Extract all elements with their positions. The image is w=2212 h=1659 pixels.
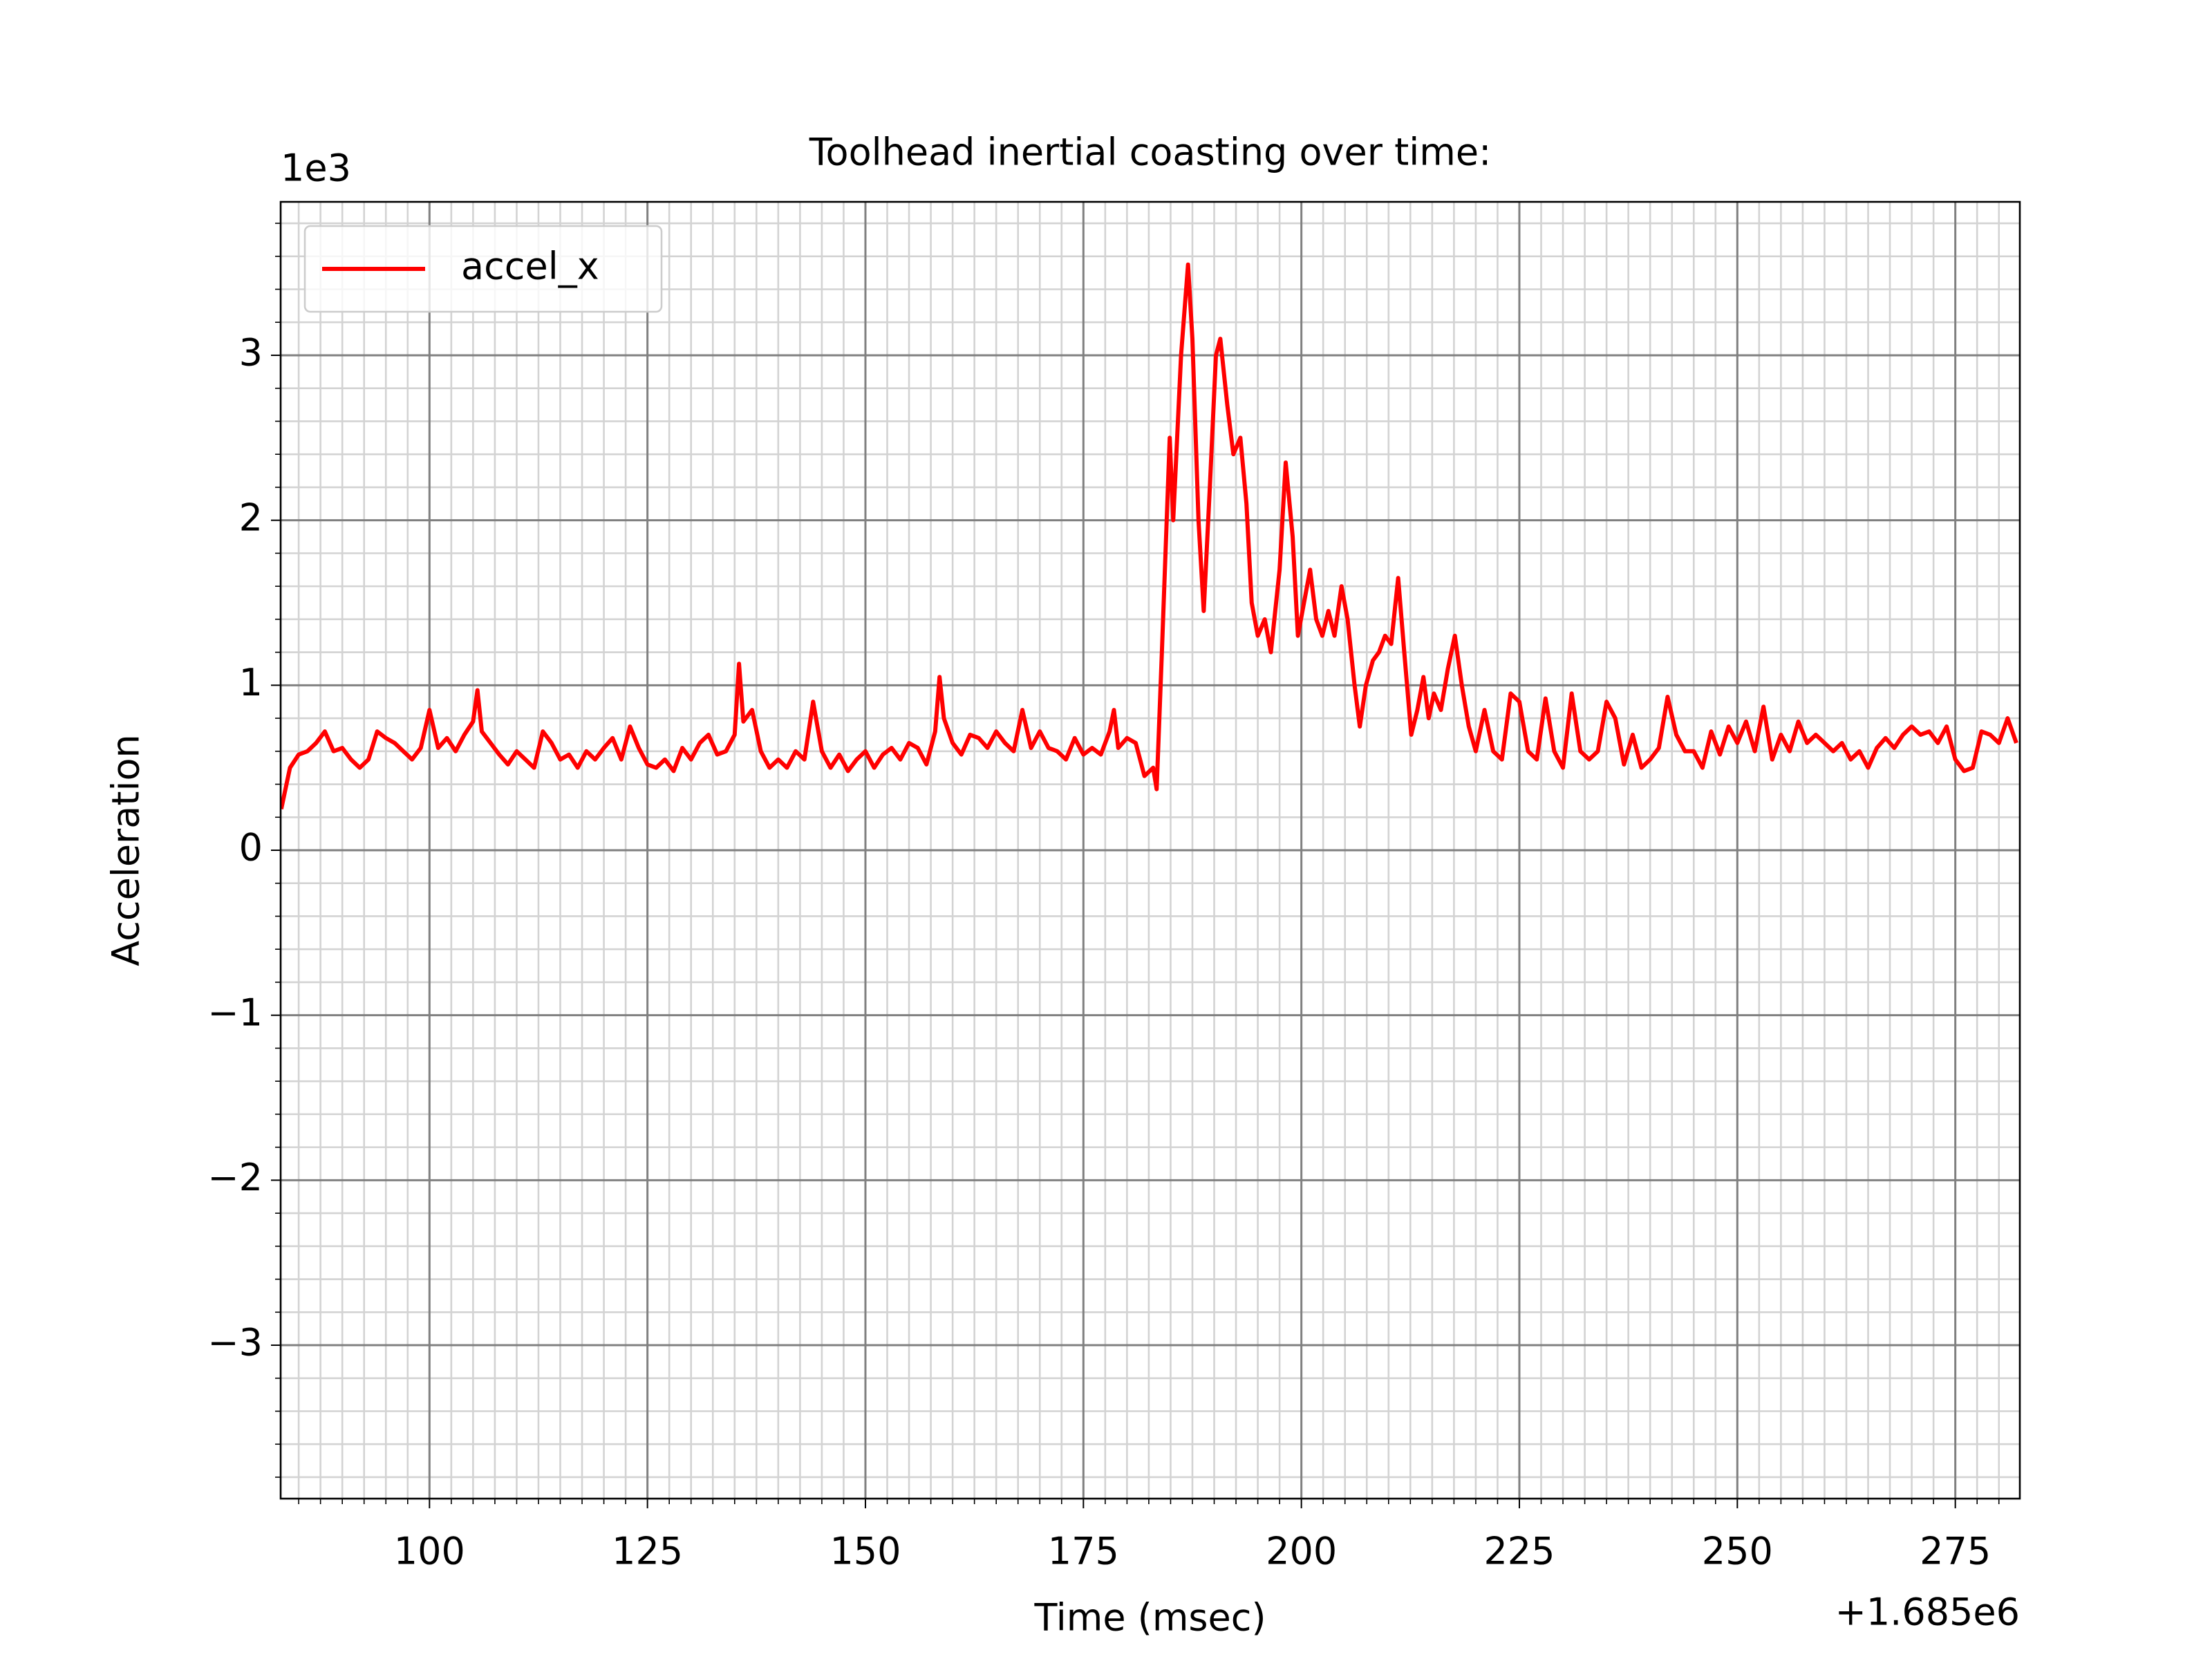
x-offset-text: +1.685e6 (1835, 1591, 2020, 1634)
y-tick-label: 3 (239, 331, 263, 375)
chart-title: Toolhead inertial coasting over time: (809, 131, 1492, 174)
y-offset-text: 1e3 (281, 147, 351, 190)
x-axis-label: Time (msec) (1033, 1596, 1266, 1640)
legend-label: accel_x (461, 245, 599, 288)
plot-frame (279, 200, 2021, 1500)
y-tick-label: −2 (207, 1156, 263, 1199)
x-tick-label: 275 (1920, 1530, 1991, 1573)
y-tick-label: 0 (239, 826, 263, 870)
x-tick-label: 175 (1048, 1530, 1119, 1573)
y-tick-label: −1 (207, 991, 263, 1034)
x-tick-label: 150 (830, 1530, 901, 1573)
legend-box (303, 225, 663, 313)
y-tick-label: 2 (239, 496, 263, 539)
y-tick-label: −3 (207, 1321, 263, 1365)
data-line (281, 262, 2018, 809)
x-tick-label: 100 (394, 1530, 465, 1573)
x-tick-label: 200 (1266, 1530, 1337, 1573)
y-axis-label: Acceleration (104, 734, 148, 966)
x-tick-label: 250 (1702, 1530, 1773, 1573)
x-tick-label: 125 (612, 1530, 683, 1573)
x-tick-label: 225 (1483, 1530, 1555, 1573)
y-tick-label: 1 (239, 661, 263, 704)
